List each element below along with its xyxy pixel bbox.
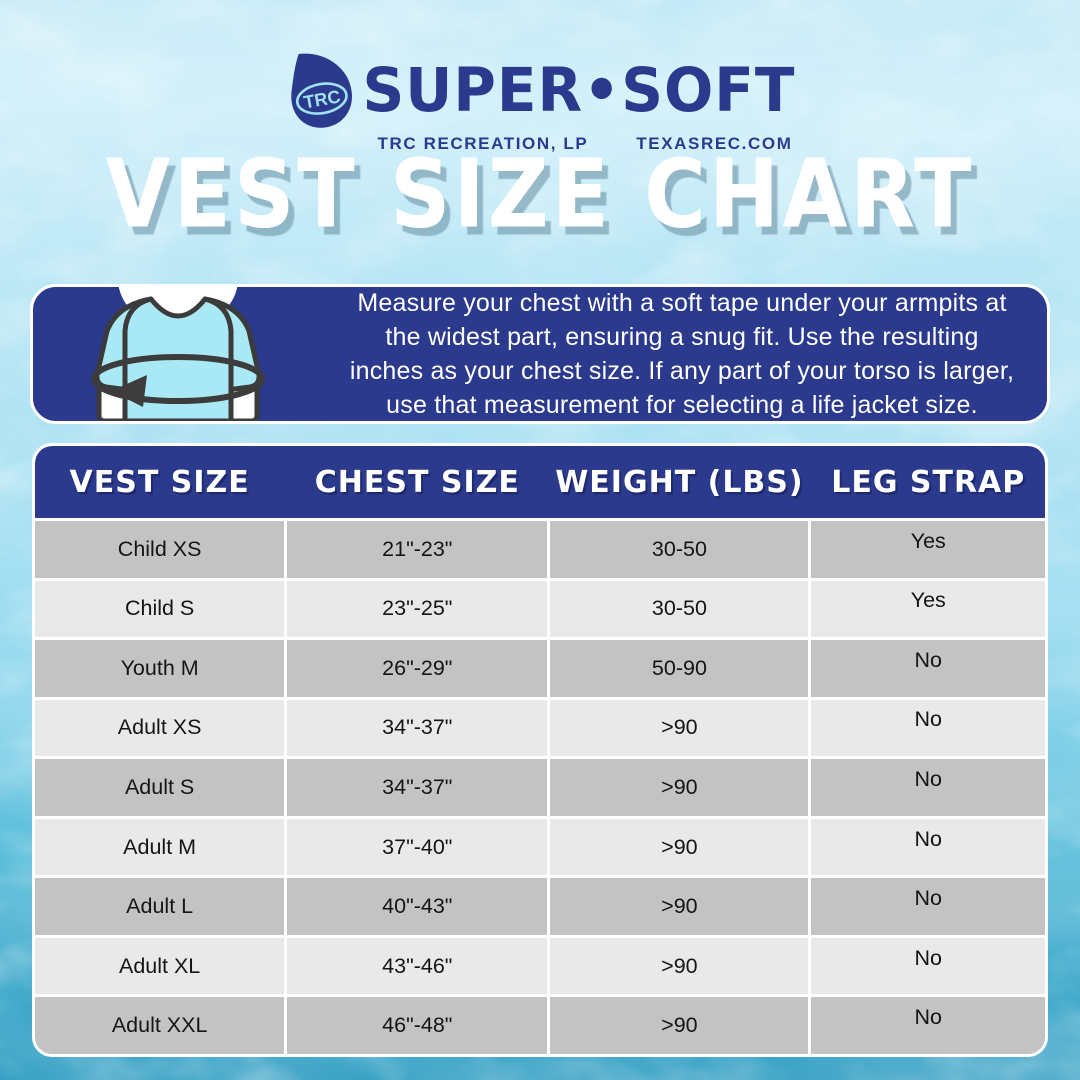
trc-drop-icon: TRC <box>290 53 352 128</box>
cell-vest-size: Adult M <box>35 818 285 876</box>
cell-chest-size: 46"-48" <box>287 997 548 1054</box>
instruction-banner: Measure your chest with a soft tape unde… <box>30 284 1050 424</box>
cell-vest-size: Adult XL <box>35 937 285 995</box>
table-header-row: VEST SIZE CHEST SIZE WEIGHT (LBS) LEG STRAP <box>35 446 1045 518</box>
brand-tagline-right: TEXASREC.COM <box>636 134 793 153</box>
size-table: VEST SIZE CHEST SIZE WEIGHT (LBS) LEG STRAP… <box>32 443 1048 1057</box>
cell-chest-size: 26"-29" <box>287 640 548 697</box>
table-row: Child S 23"-25" 30-50 Yes <box>35 580 1045 638</box>
cell-vest-size: Adult XS <box>35 699 285 757</box>
cell-leg-strap: No <box>811 997 1045 1054</box>
table-row: Adult XS 34"-37" >90 No <box>35 699 1045 757</box>
column-header: CHEST SIZE <box>314 464 520 500</box>
brand-name: SUPER•SOFT <box>362 54 796 126</box>
instruction-text: Measure your chest with a soft tape unde… <box>333 287 1031 421</box>
cell-weight: 30-50 <box>550 521 809 578</box>
cell-leg-strap: No <box>811 699 1045 757</box>
cell-leg-strap: No <box>811 640 1045 697</box>
cell-weight: >90 <box>550 937 809 995</box>
cell-vest-size: Child XS <box>35 521 285 578</box>
cell-vest-size: Adult S <box>35 759 285 816</box>
column-header: VEST SIZE <box>69 464 250 500</box>
instruction-line: Measure your chest with a soft tape unde… <box>357 289 1007 317</box>
cell-vest-size: Child S <box>35 580 285 638</box>
brand-logo: TRC SUPER•SOFT TRC RECREATION, LP TEXASR… <box>0 48 1080 154</box>
cell-leg-strap: No <box>811 937 1045 995</box>
table-body: Child XS 21"-23" 30-50 Yes Child S 23"-25" 30-… <box>35 518 1045 1054</box>
cell-weight: 50-90 <box>550 640 809 697</box>
cell-leg-strap: No <box>811 878 1045 935</box>
table-row: Adult XL 43"-46" >90 No <box>35 937 1045 995</box>
cell-chest-size: 21"-23" <box>287 521 548 578</box>
brand-tagline-left: TRC RECREATION, LP <box>377 134 589 153</box>
cell-weight: >90 <box>550 759 809 816</box>
instruction-line: inches as your chest size. If any part o… <box>349 357 1015 385</box>
cell-vest-size: Youth M <box>35 640 285 697</box>
column-header: WEIGHT (LBS) <box>555 464 804 500</box>
table-row: Youth M 26"-29" 50-90 No <box>35 640 1045 697</box>
cell-chest-size: 34"-37" <box>287 699 548 757</box>
cell-vest-size: Adult L <box>35 878 285 935</box>
cell-weight: >90 <box>550 699 809 757</box>
cell-weight: >90 <box>550 818 809 876</box>
table-row: Adult XXL 46"-48" >90 No <box>35 997 1045 1054</box>
cell-chest-size: 34"-37" <box>287 759 548 816</box>
cell-chest-size: 43"-46" <box>287 937 548 995</box>
cell-weight: >90 <box>550 997 809 1054</box>
cell-leg-strap: Yes <box>811 521 1045 578</box>
cell-weight: 30-50 <box>550 580 809 638</box>
cell-leg-strap: Yes <box>811 580 1045 638</box>
cell-chest-size: 37"-40" <box>287 818 548 876</box>
tshirt-measure-icon <box>91 287 265 421</box>
table-row: Child XS 21"-23" 30-50 Yes <box>35 521 1045 578</box>
cell-chest-size: 40"-43" <box>287 878 548 935</box>
cell-leg-strap: No <box>811 759 1045 816</box>
table-row: Adult L 40"-43" >90 No <box>35 878 1045 935</box>
cell-leg-strap: No <box>811 818 1045 876</box>
cell-chest-size: 23"-25" <box>287 580 548 638</box>
page-title: VEST SIZE CHART <box>105 139 975 249</box>
instruction-line: use that measurement for selecting a lif… <box>386 391 978 419</box>
instruction-line: the widest part, ensuring a snug fit. Us… <box>385 323 979 351</box>
table-row: Adult M 37"-40" >90 No <box>35 818 1045 876</box>
cell-vest-size: Adult XXL <box>35 997 285 1054</box>
cell-weight: >90 <box>550 878 809 935</box>
table-row: Adult S 34"-37" >90 No <box>35 759 1045 816</box>
column-header: LEG STRAP <box>831 464 1026 500</box>
